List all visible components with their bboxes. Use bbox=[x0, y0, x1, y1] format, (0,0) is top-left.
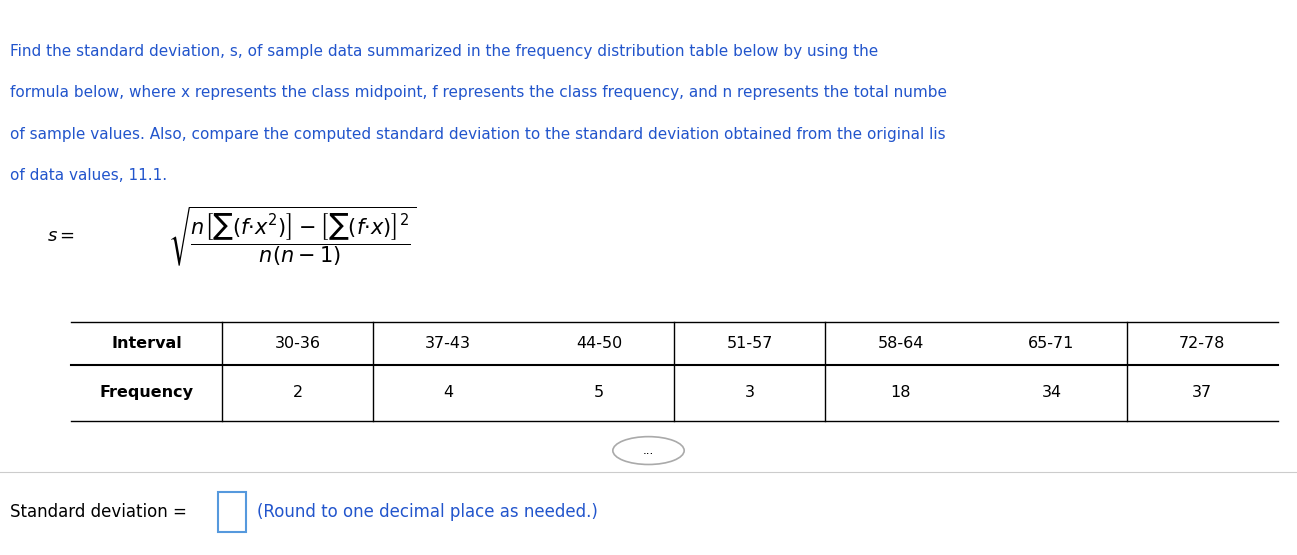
Text: 5: 5 bbox=[594, 386, 604, 401]
Text: $s =$: $s =$ bbox=[47, 228, 75, 245]
Text: 51-57: 51-57 bbox=[726, 336, 773, 351]
Text: ...: ... bbox=[643, 444, 654, 457]
Text: Standard deviation =: Standard deviation = bbox=[10, 503, 187, 521]
Text: of data values, 11.1.: of data values, 11.1. bbox=[10, 168, 167, 183]
Text: 65-71: 65-71 bbox=[1029, 336, 1075, 351]
Text: 30-36: 30-36 bbox=[275, 336, 320, 351]
Text: 58-64: 58-64 bbox=[877, 336, 923, 351]
Text: 34: 34 bbox=[1041, 386, 1061, 401]
Text: 4: 4 bbox=[444, 386, 454, 401]
Text: Frequency: Frequency bbox=[100, 386, 193, 401]
Text: Find the standard deviation, s, of sample data summarized in the frequency distr: Find the standard deviation, s, of sampl… bbox=[10, 43, 878, 58]
Text: 37-43: 37-43 bbox=[425, 336, 471, 351]
Text: Interval: Interval bbox=[112, 336, 182, 351]
Text: $\sqrt{\dfrac{n\left[\sum(f{\cdot}x^2)\right] - \left[\sum(f{\cdot}x)\right]^2}{: $\sqrt{\dfrac{n\left[\sum(f{\cdot}x^2)\r… bbox=[167, 205, 416, 268]
Text: 72-78: 72-78 bbox=[1179, 336, 1226, 351]
FancyBboxPatch shape bbox=[218, 492, 246, 532]
Text: formula below, where x represents the class midpoint, f represents the class fre: formula below, where x represents the cl… bbox=[10, 85, 947, 100]
Text: (Round to one decimal place as needed.): (Round to one decimal place as needed.) bbox=[257, 503, 598, 521]
Text: 18: 18 bbox=[890, 386, 910, 401]
Text: of sample values. Also, compare the computed standard deviation to the standard : of sample values. Also, compare the comp… bbox=[10, 127, 946, 142]
Text: 37: 37 bbox=[1192, 386, 1213, 401]
Text: 2: 2 bbox=[292, 386, 302, 401]
Text: 3: 3 bbox=[744, 386, 755, 401]
Ellipse shape bbox=[612, 437, 685, 465]
Text: 44-50: 44-50 bbox=[576, 336, 623, 351]
